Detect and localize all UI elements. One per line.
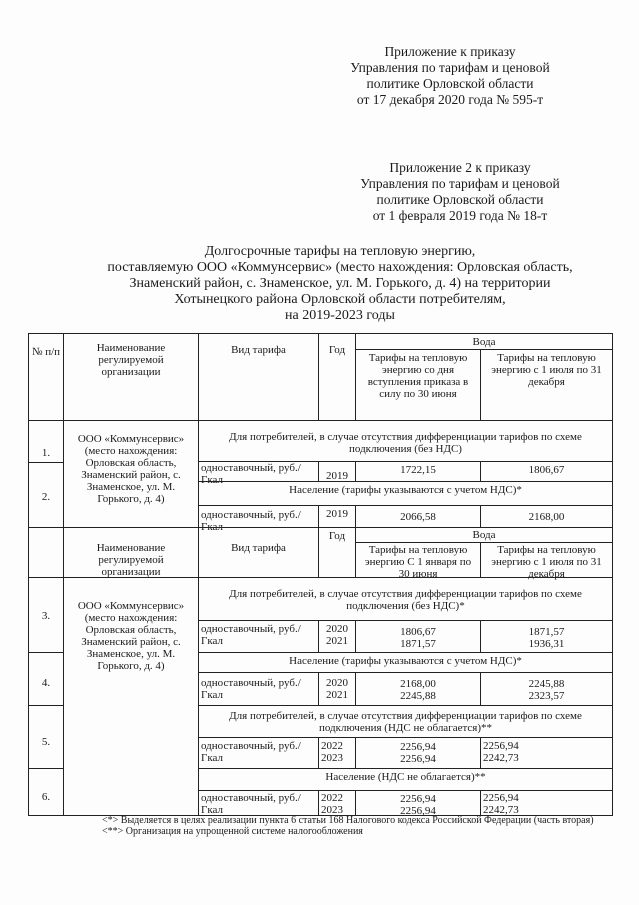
footnotes: <*> Выделяется в целях реализации пункта… <box>102 815 612 837</box>
tariff-value: 2245,88 2323,57 <box>480 672 613 706</box>
year: 2023 <box>321 804 343 816</box>
year-cell: 2019 <box>318 505 356 528</box>
header-period-1: Тарифы на тепловую энергию со дня вступл… <box>355 349 481 421</box>
year: 2022 <box>321 792 343 804</box>
header-line: политике Орловской области <box>366 76 534 91</box>
tariff-value: 2256,94 2256,94 <box>355 790 481 817</box>
footnote: <**> Организация на упрощенной системе н… <box>102 826 363 837</box>
header-number-empty <box>28 527 64 578</box>
header-period-2: Тарифы на тепловую энергию с 1 июля по 3… <box>480 349 613 421</box>
row-number: 6. <box>28 768 64 816</box>
tariff-value: 2256,94 2242,73 <box>480 790 613 816</box>
value: 2256,94 <box>400 805 436 817</box>
header-organization: Наименование регулируемой организации <box>63 333 199 421</box>
organization-cell: ООО «Коммунсервис» (место нахождения: Ор… <box>63 577 199 816</box>
value: 1871,57 <box>528 626 565 638</box>
value: 2256,94 <box>400 753 436 765</box>
value: 2256,94 <box>400 793 436 805</box>
group-heading: Население (тарифы указываются с учетом Н… <box>198 481 613 506</box>
title-line: Хотынецкого района Орловской области пот… <box>174 292 506 307</box>
header-line: Приложение к приказу <box>384 44 516 59</box>
header-period-2: Тарифы на тепловую энергию с 1 июля по 3… <box>480 542 613 580</box>
year-cell: 2019 <box>318 461 356 482</box>
year: 2020 <box>326 623 348 635</box>
group-heading: Для потребителей, в случае отсутствия ди… <box>198 577 613 621</box>
header-water: Вода <box>355 527 613 543</box>
tariff-value: 1871,57 1936,31 <box>480 620 613 653</box>
group-heading: Для потребителей, в случае отсутствия ди… <box>198 420 613 462</box>
header-number: № п/п <box>28 333 64 421</box>
title-line: Знаменский район, с. Знаменское, ул. М. … <box>129 276 551 291</box>
header-line: от 1 февраля 2019 года № 18-т <box>372 208 548 223</box>
tariff-type: одноставочный, руб./Гкал <box>198 737 319 769</box>
year: 2021 <box>326 635 348 647</box>
organization-cell: ООО «Коммунсервис» (место нахождения: Ор… <box>63 420 199 528</box>
tariff-value: 2168,00 <box>480 505 613 528</box>
tariff-value: 2256,94 2242,73 <box>480 737 613 769</box>
header-line: от 17 декабря 2020 года № 595-т <box>356 92 544 107</box>
year-cell: 2022 2023 <box>318 790 356 816</box>
value: 2256,94 <box>483 740 519 752</box>
value: 2242,73 <box>483 804 519 816</box>
value: 2245,88 <box>400 690 436 702</box>
tariff-value: 1722,15 <box>355 461 481 482</box>
header-period-1: Тарифы на тепловую энергию С 1 января по… <box>355 542 481 580</box>
title-line: поставляемую ООО «Коммунсервис» (место н… <box>107 260 573 275</box>
value: 2256,94 <box>400 741 436 753</box>
tariff-value: 1806,67 1871,57 <box>355 620 481 653</box>
row-number: 1. <box>28 420 64 463</box>
value: 2242,73 <box>483 752 519 764</box>
title-line: Долгосрочные тарифы на тепловую энергию, <box>204 244 476 259</box>
tariff-type: одноставочный, руб./Гкал <box>198 505 319 533</box>
value: 2245,88 <box>528 678 565 690</box>
tariff-value: 2168,00 2245,88 <box>355 672 481 706</box>
value: 2256,94 <box>483 792 519 804</box>
value: 2323,57 <box>528 690 565 702</box>
previous-appendix-header: Приложение 2 к приказу Управления по тар… <box>340 160 580 224</box>
tariff-type: одноставочный, руб./Гкал <box>198 461 319 486</box>
header-tariff-type: Вид тарифа <box>198 333 319 421</box>
row-number: 5. <box>28 705 64 769</box>
group-heading: Население (тарифы указываются с учетом Н… <box>198 652 613 673</box>
tariff-type: одноставочный, руб./Гкал <box>198 672 319 706</box>
year: 2021 <box>326 689 348 701</box>
tariff-value: 2256,94 2256,94 <box>355 737 481 769</box>
tariff-value: 2066,58 <box>355 505 481 528</box>
year: 2022 <box>321 740 343 752</box>
year: 2023 <box>321 752 343 764</box>
value: 1936,31 <box>528 638 565 650</box>
tariff-type: одноставочный, руб./Гкал <box>198 790 319 816</box>
header-year: Год <box>318 333 356 421</box>
tariff-type: одноставочный, руб./Гкал <box>198 620 319 653</box>
title-line: на 2019-2023 годы <box>285 308 395 323</box>
header-organization: Наименование регулируемой организации <box>63 527 199 578</box>
header-year: Год <box>318 527 356 578</box>
document-title: Долгосрочные тарифы на тепловую энергию,… <box>60 244 620 324</box>
value: 1871,57 <box>400 638 436 650</box>
header-tariff-type: Вид тарифа <box>198 527 319 578</box>
row-number: 4. <box>28 652 64 706</box>
group-heading: Для потребителей, в случае отсутствия ди… <box>198 705 613 738</box>
value: 1806,67 <box>400 626 436 638</box>
year-cell: 2022 2023 <box>318 737 356 769</box>
header-water: Вода <box>355 333 613 350</box>
row-number: 2. <box>28 462 64 528</box>
header-line: политике Орловской области <box>376 192 544 207</box>
footnote: <*> Выделяется в целях реализации пункта… <box>102 815 594 826</box>
tariff-value: 1806,67 <box>480 461 613 482</box>
header-line: Управления по тарифам и ценовой <box>350 60 550 75</box>
order-appendix-header: Приложение к приказу Управления по тариф… <box>330 44 570 108</box>
header-line: Управления по тарифам и ценовой <box>360 176 560 191</box>
value: 2168,00 <box>400 678 436 690</box>
year: 2020 <box>326 677 348 689</box>
group-heading: Население (НДС не облагается)** <box>198 768 613 791</box>
year-cell: 2020 2021 <box>318 620 356 653</box>
header-line: Приложение 2 к приказу <box>389 160 531 175</box>
year-cell: 2020 2021 <box>318 672 356 706</box>
row-number: 3. <box>28 577 64 653</box>
